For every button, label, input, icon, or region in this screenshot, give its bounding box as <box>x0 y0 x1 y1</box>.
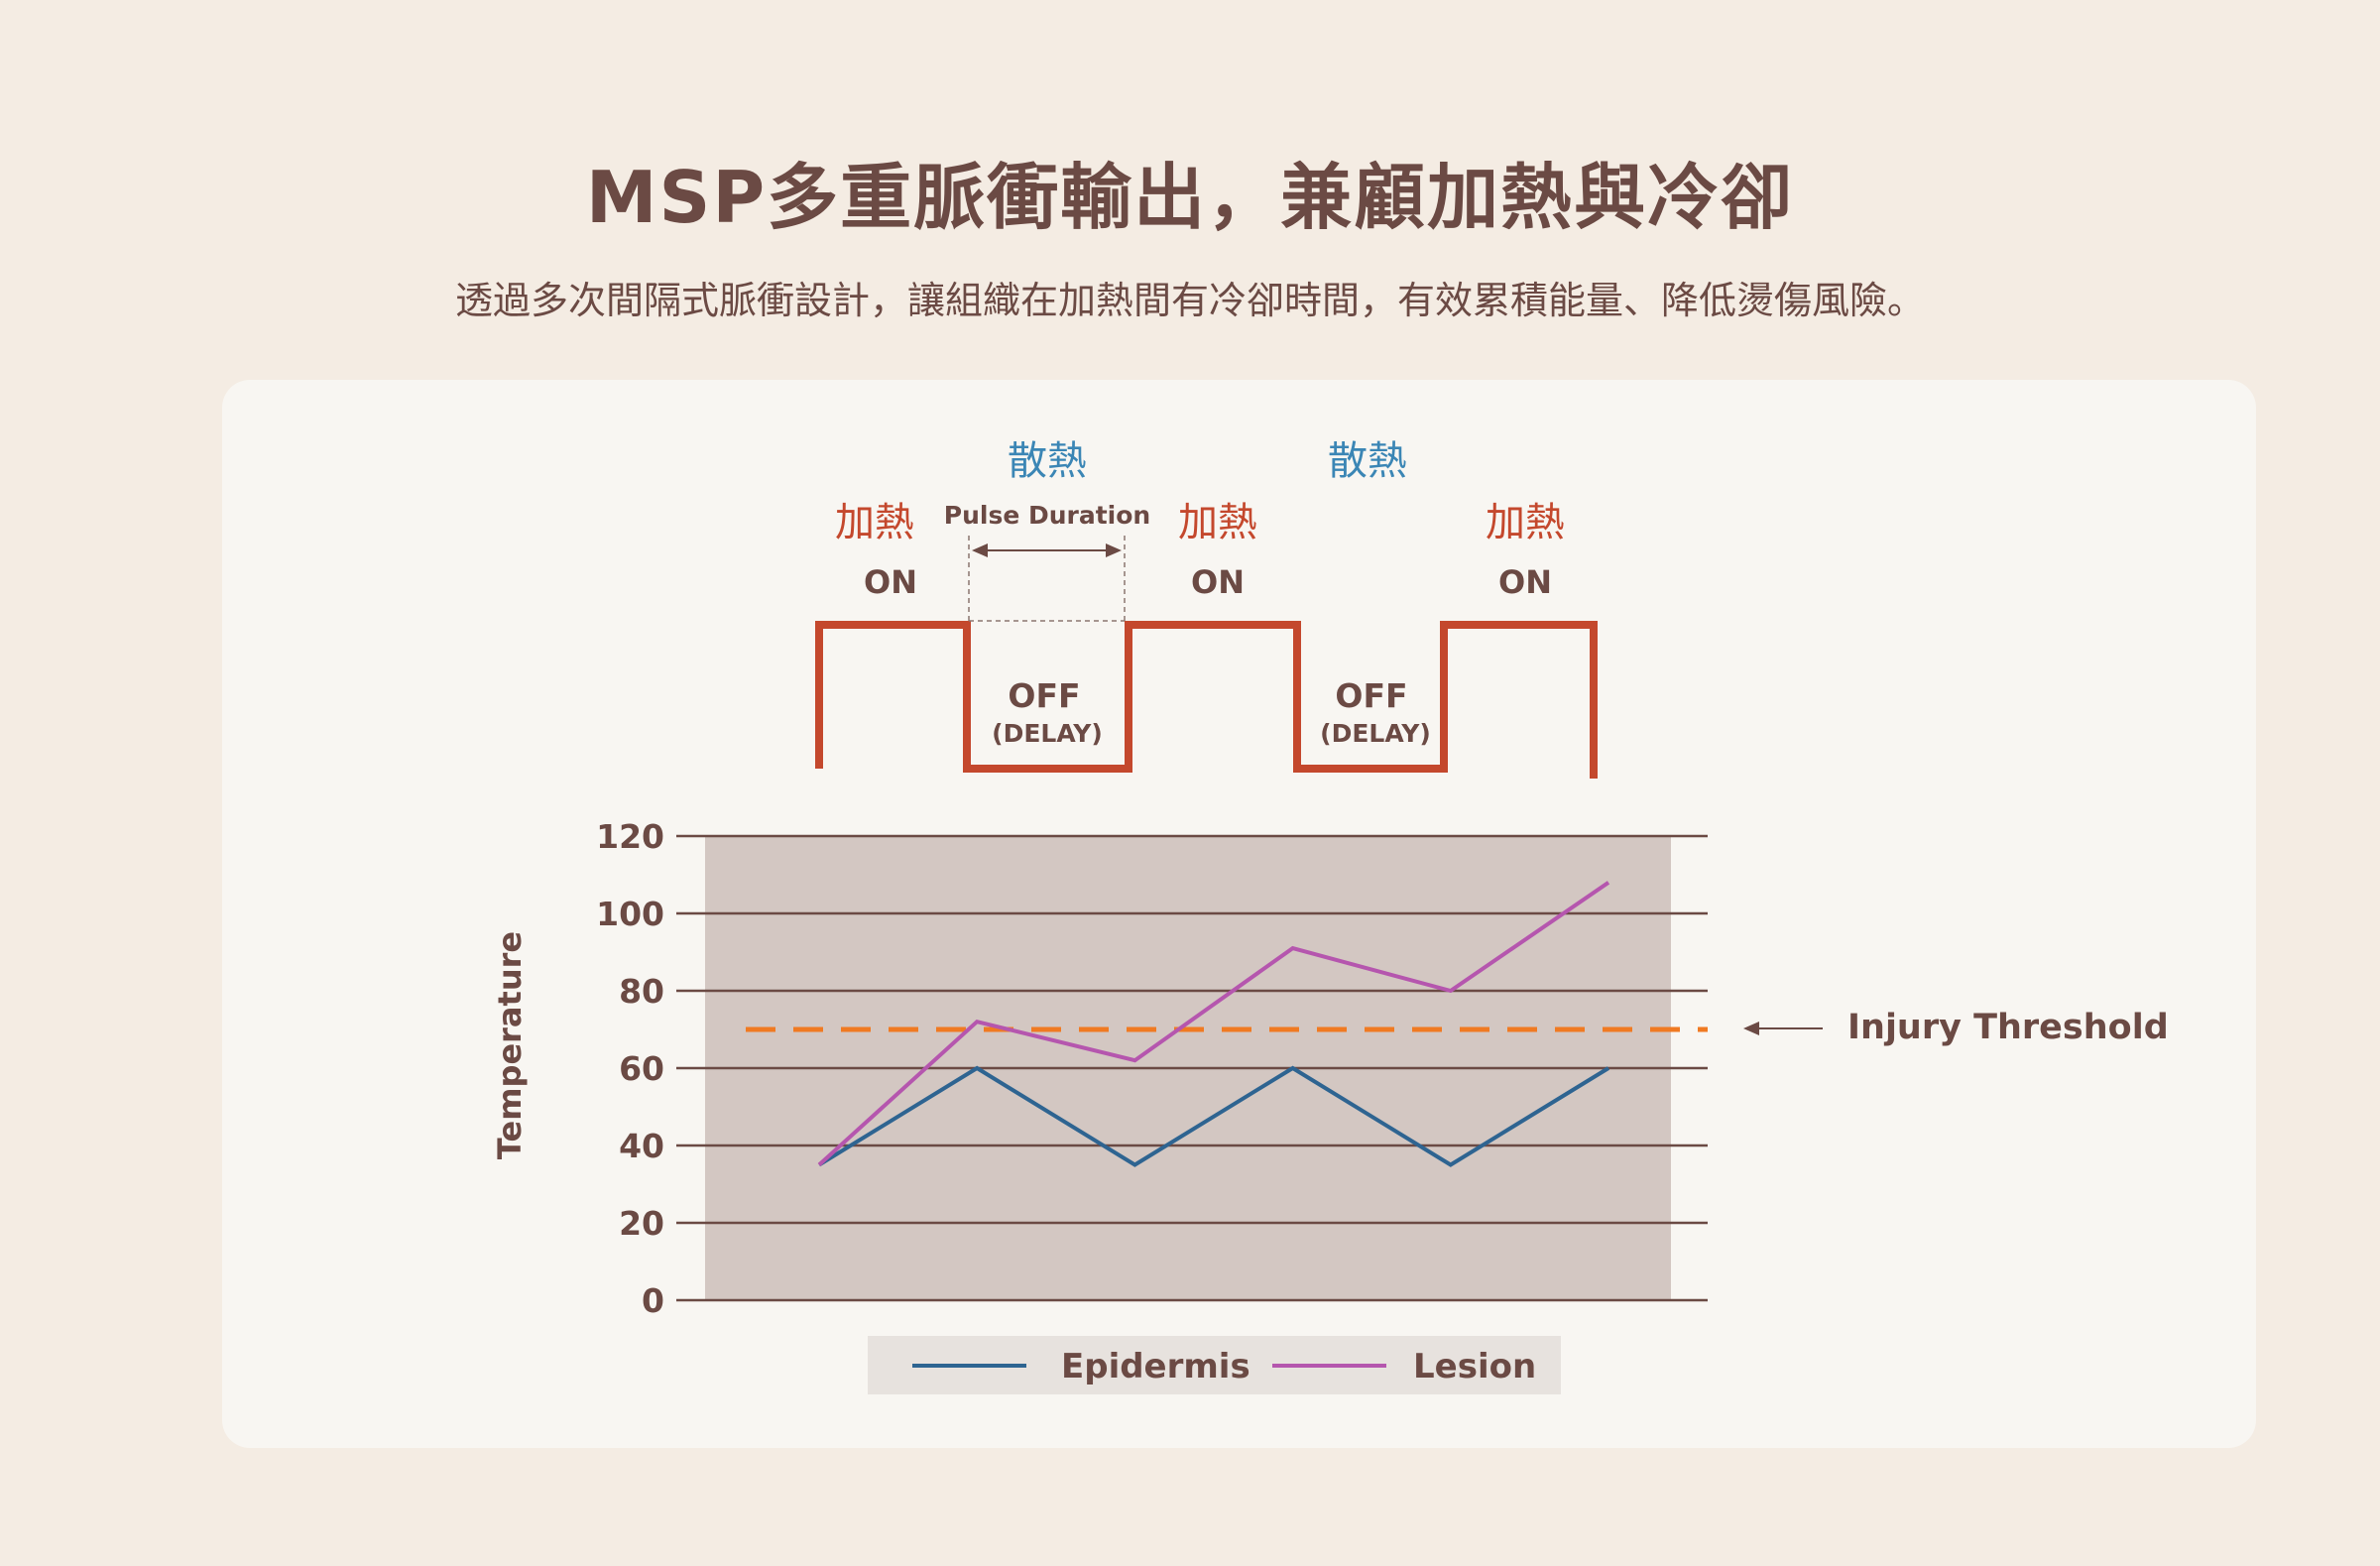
heat-label-1: 加熱 <box>835 500 914 545</box>
heat-label-3: 加熱 <box>1486 500 1565 545</box>
y-tick-label-20: 20 <box>619 1204 664 1243</box>
cool-label-1: 散熱 <box>1008 438 1087 484</box>
legend-label-lesion: Lesion <box>1413 1347 1536 1386</box>
lesion-series-line <box>817 881 1610 1166</box>
on-label-3: ON <box>1498 563 1552 601</box>
pulse-waveform <box>815 621 1598 779</box>
pulse-duration-arrow-left-head <box>972 543 988 557</box>
y-tick-label-60: 60 <box>619 1049 664 1088</box>
chart-legend: Epidermis Lesion <box>868 1336 1561 1394</box>
y-tick-label-40: 40 <box>619 1127 664 1165</box>
epidermis-series-line <box>817 1065 1610 1167</box>
y-tick-label-0: 0 <box>642 1281 664 1320</box>
pulse-diagram: 加熱 加熱 加熱 散熱 散熱 Pulse Duration ON ON ON O… <box>815 438 1598 779</box>
on-label-2: ON <box>1191 563 1245 601</box>
cool-label-2: 散熱 <box>1328 438 1407 484</box>
pulse-duration-label: Pulse Duration <box>944 501 1150 530</box>
page-subtitle: 透過多次間隔式脈衝設計，讓組織在加熱間有冷卻時間，有效累積能量、降低燙傷風險。 <box>454 279 1925 322</box>
y-tick-label-100: 100 <box>596 895 664 933</box>
pulse-duration-arrow-right-head <box>1106 543 1122 557</box>
on-label-1: ON <box>864 563 917 601</box>
temperature-line-chart: 0 20 40 60 80 100 120 Temperature Injury Thres… <box>491 817 2169 1394</box>
page-title: MSP多重脈衝輸出，兼顧加熱與冷卻 <box>585 156 1795 239</box>
y-tick-label-80: 80 <box>619 972 664 1011</box>
y-tick-labels: 0 20 40 60 80 100 120 <box>596 817 664 1320</box>
off-label-1: OFF <box>1008 676 1080 715</box>
delay-label-2: (DELAY) <box>1320 719 1431 748</box>
legend-label-epidermis: Epidermis <box>1061 1347 1250 1386</box>
y-axis-label: Temperature <box>491 931 529 1159</box>
off-label-2: OFF <box>1335 676 1407 715</box>
injury-threshold-label: Injury Threshold <box>1847 1008 2169 1047</box>
heat-label-2: 加熱 <box>1178 500 1257 545</box>
y-tick-label-120: 120 <box>596 817 664 856</box>
delay-label-1: (DELAY) <box>992 719 1103 748</box>
injury-threshold-arrow-head <box>1743 1022 1759 1035</box>
